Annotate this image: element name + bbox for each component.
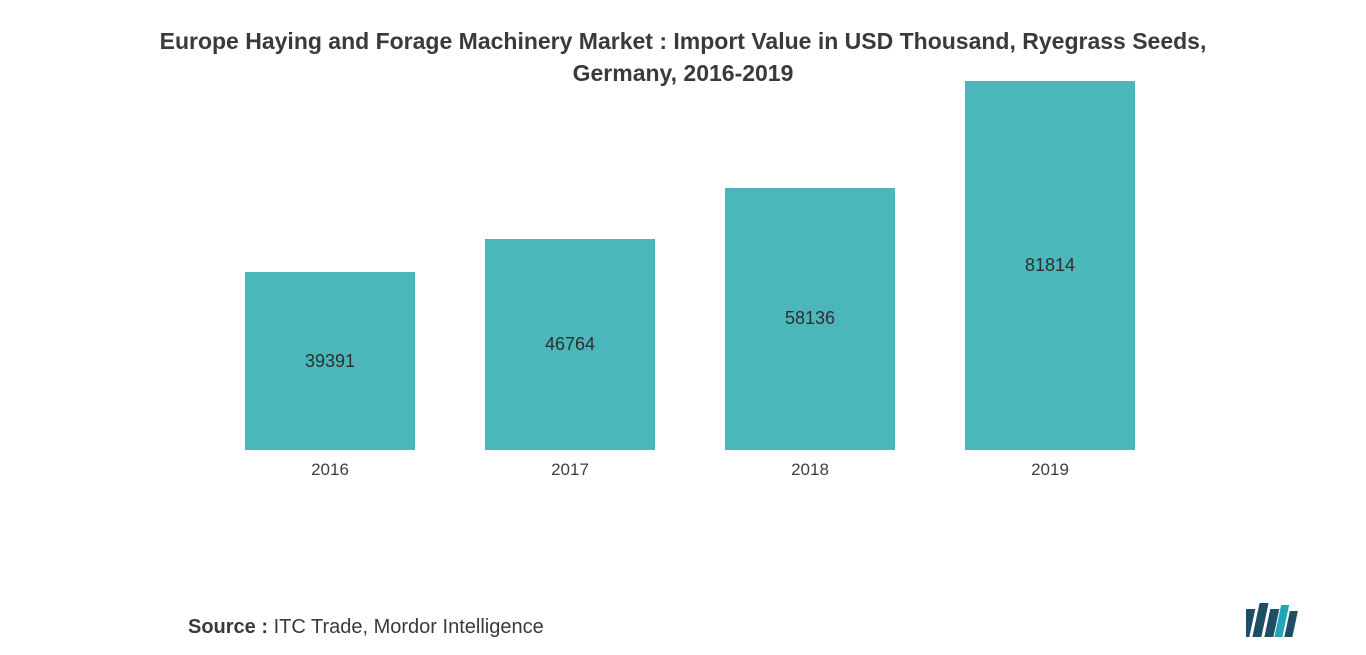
source-line: Source : ITC Trade, Mordor Intelligence bbox=[188, 616, 544, 639]
bar-value-label: 81814 bbox=[1025, 255, 1075, 276]
bar: 58136 bbox=[725, 188, 895, 450]
brand-logo-icon bbox=[1246, 601, 1306, 637]
bar: 46764 bbox=[485, 239, 655, 450]
bar-value-label: 58136 bbox=[785, 308, 835, 329]
bar: 81814 bbox=[965, 81, 1135, 450]
bar-group: 58136 2018 bbox=[710, 188, 910, 480]
bar-value-label: 46764 bbox=[545, 334, 595, 355]
category-label: 2019 bbox=[1031, 460, 1069, 480]
bar: 39391 bbox=[245, 272, 415, 450]
chart-area: 39391 2016 46764 2017 58136 2018 81814 2019 bbox=[210, 110, 1170, 505]
chart-title: Europe Haying and Forage Machinery Marke… bbox=[0, 0, 1366, 89]
bar-value-label: 39391 bbox=[305, 351, 355, 372]
bar-group: 81814 2019 bbox=[950, 81, 1150, 480]
bars-container: 39391 2016 46764 2017 58136 2018 81814 2019 bbox=[210, 110, 1170, 480]
bar-group: 39391 2016 bbox=[230, 272, 430, 480]
source-text: ITC Trade, Mordor Intelligence bbox=[268, 616, 544, 638]
category-label: 2018 bbox=[791, 460, 829, 480]
source-label: Source : bbox=[188, 616, 268, 638]
category-label: 2016 bbox=[311, 460, 349, 480]
bar-group: 46764 2017 bbox=[470, 239, 670, 480]
category-label: 2017 bbox=[551, 460, 589, 480]
